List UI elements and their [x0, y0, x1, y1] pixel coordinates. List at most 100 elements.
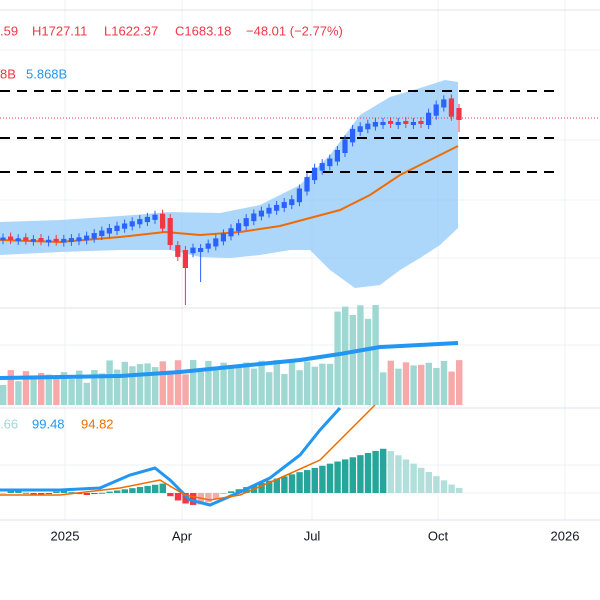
candle-body	[68, 238, 74, 242]
macd-bar	[440, 480, 448, 493]
candle-body	[304, 177, 310, 192]
candle-body	[167, 218, 173, 245]
candle-body	[76, 237, 82, 242]
volume-bar	[288, 360, 296, 405]
volume-bar	[250, 368, 258, 405]
header-open: .59	[0, 23, 18, 38]
candle-body	[8, 236, 14, 240]
candle-body	[99, 230, 105, 237]
volume-bar	[440, 360, 448, 405]
macd-bar	[319, 465, 326, 493]
volume-bar	[418, 364, 425, 405]
volume-bar	[106, 360, 113, 405]
candle-body	[106, 228, 112, 234]
volume-bar	[425, 362, 432, 405]
candle-body	[114, 225, 120, 231]
volume-bar	[98, 373, 106, 405]
candle-body	[448, 98, 454, 117]
volume-average	[0, 341, 459, 380]
macd-bar	[288, 474, 296, 493]
header-high: H1727.11	[32, 23, 87, 38]
volume-legend: 8B	[0, 66, 16, 81]
volume-bar	[235, 365, 242, 405]
macd-bar	[167, 493, 174, 497]
candle-body	[175, 245, 181, 257]
macd-bar	[0, 493, 7, 494]
candle-body	[281, 202, 287, 208]
macd-line	[0, 406, 342, 507]
macd-bar	[68, 492, 75, 494]
macd-bar	[15, 491, 22, 493]
volume-bar	[68, 379, 75, 405]
volume-bar	[182, 374, 189, 405]
levels	[0, 90, 560, 173]
volume-bar	[243, 362, 250, 405]
candle-body	[236, 223, 242, 232]
candle-body	[46, 239, 52, 243]
macd-bar	[45, 493, 52, 494]
macd-bar	[456, 488, 463, 493]
volume-bar	[334, 311, 341, 405]
macd-bar	[212, 493, 220, 499]
volume-bar	[311, 366, 318, 405]
macd-bar	[174, 493, 182, 501]
volume-bar	[410, 365, 417, 405]
volume-bar	[258, 360, 265, 405]
candle-body	[410, 122, 416, 125]
candle-body	[350, 128, 356, 143]
volume-bar	[174, 360, 182, 405]
volume-bar	[144, 363, 151, 405]
macd-bar	[258, 482, 265, 493]
candle-body	[456, 108, 462, 120]
macd-bar	[448, 484, 455, 493]
candle-body	[395, 122, 401, 125]
macd-bar	[83, 493, 90, 495]
candle-body	[213, 238, 219, 247]
volume-bar	[433, 367, 440, 405]
time-label: Apr	[172, 528, 193, 543]
macd-bar	[91, 493, 98, 495]
volume-bar	[342, 306, 349, 405]
candle-body	[220, 233, 226, 242]
macd-bar	[418, 467, 425, 493]
macd-legend: 94.82	[81, 416, 114, 431]
candle-body	[228, 228, 234, 237]
macd-bar	[364, 453, 372, 493]
candle-body	[144, 216, 150, 223]
volume-bar	[212, 368, 220, 405]
volume-bar	[121, 361, 128, 405]
candle-body	[129, 221, 135, 227]
volume-bar	[30, 377, 37, 405]
macd-bar	[106, 491, 113, 493]
candle-body	[137, 219, 143, 225]
macd-bar	[114, 490, 121, 493]
candle-body	[418, 121, 424, 124]
candle-body	[342, 139, 348, 153]
candle-body	[388, 121, 394, 124]
macd-bar	[190, 493, 197, 505]
macd-bar	[395, 455, 402, 493]
candle-body	[357, 126, 363, 132]
volume-bar	[273, 360, 280, 405]
volume-bar	[281, 373, 288, 405]
macd-legend: 99.48	[32, 416, 65, 431]
moving-average	[0, 145, 459, 244]
macd-histogram	[0, 448, 463, 505]
candle-body	[0, 237, 6, 241]
volume-bar	[22, 371, 30, 405]
macd-bar	[76, 493, 83, 495]
macd-bar	[136, 487, 144, 493]
candle-body	[61, 238, 67, 243]
volume-bar	[387, 360, 394, 405]
volume-bar	[266, 372, 273, 405]
volume-bar	[7, 370, 14, 405]
macd-bar	[205, 493, 212, 503]
time-label: 2026	[551, 528, 580, 543]
candle-body	[403, 121, 409, 124]
volume-bar	[364, 318, 372, 405]
volume-bar	[152, 367, 159, 405]
volume-bar	[0, 385, 7, 405]
candle-body	[91, 233, 97, 239]
candle-body	[266, 207, 272, 214]
candle-body	[53, 238, 59, 242]
